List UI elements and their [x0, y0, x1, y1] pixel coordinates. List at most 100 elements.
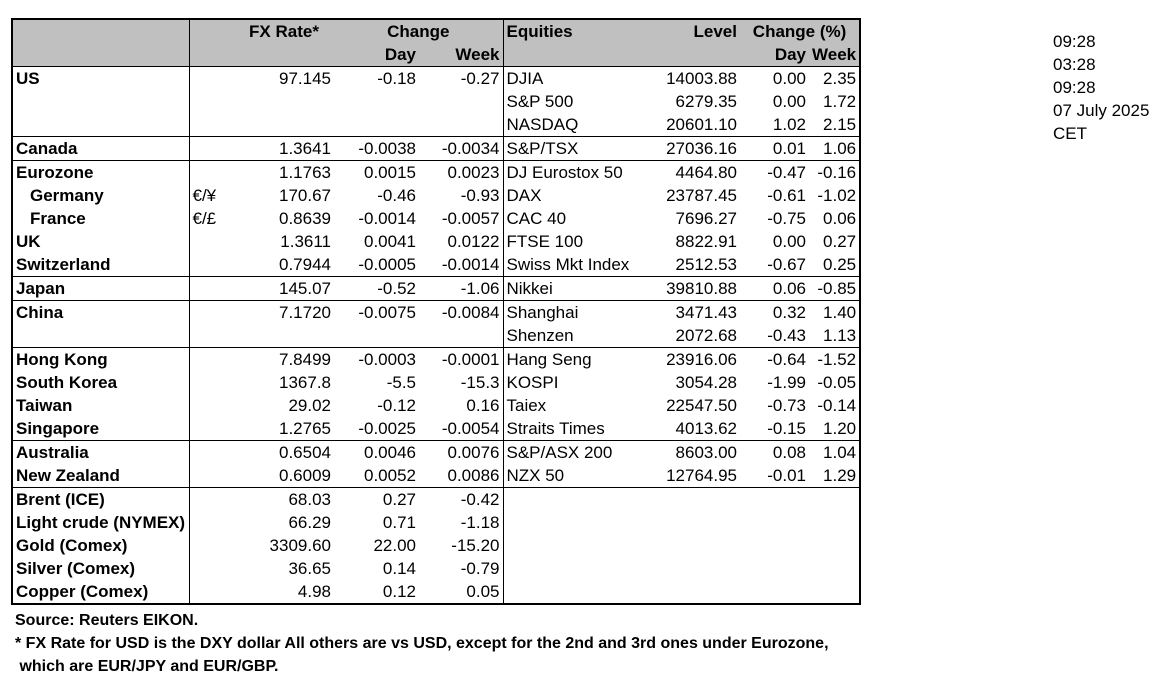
table-row: China 7.1720 -0.0075 -0.0084 Shanghai 3471.43…: [12, 300, 861, 324]
fx-rate-cell: 0.7944: [279, 255, 331, 274]
fx-week-change-cell: -0.27: [460, 69, 500, 88]
equity-day-change-cell: -0.15: [767, 419, 806, 438]
fx-week-change-cell: -15.20: [451, 536, 500, 555]
timezone: CET: [1053, 124, 1087, 143]
fx-week-header: Week: [419, 43, 503, 67]
fx-rate-cell: 29.02: [288, 396, 331, 415]
fx-day-change-cell: -0.52: [334, 276, 419, 301]
table-row: Silver (Comex) 36.65 0.14 -0.79: [12, 557, 860, 580]
fx-week-change-cell: 0.0122: [447, 232, 500, 251]
equity-index-name: KOSPI: [502, 371, 644, 394]
currency-pair-symbol: [188, 230, 234, 253]
equity-day-change-cell: 0.01: [740, 136, 809, 161]
equity-index-name: S&P/ASX 200: [502, 440, 644, 464]
timestamp: 03:28: [1053, 55, 1096, 74]
equity-week-change-cell: -1.52: [809, 347, 861, 371]
currency-pair-symbol: [188, 534, 234, 557]
equity-level-cell: 12764.95: [666, 466, 737, 485]
level-header: Level: [644, 19, 740, 43]
footnote-line-2: which are EUR/JPY and EUR/GBP.: [15, 658, 279, 675]
row-label: [12, 90, 189, 113]
timestamps: 09:28 03:28 09:28 07 July 2025 CET: [1053, 30, 1149, 145]
currency-pair-symbol: €/£: [188, 207, 234, 230]
equity-day-change-cell: -0.73: [767, 396, 806, 415]
fx-day-change-cell: -0.18: [377, 69, 416, 88]
fx-week-change-cell: 0.05: [466, 582, 500, 601]
currency-pair-symbol: [188, 90, 234, 113]
equity-level-cell: 3054.28: [675, 373, 737, 392]
equity-day-change-cell: -0.64: [740, 347, 809, 371]
equity-index-name: Nikkei: [502, 276, 644, 301]
header-row-2: Day Week Day Week: [12, 43, 861, 67]
equity-index-name: CAC 40: [502, 207, 644, 230]
equity-level-cell: [644, 487, 740, 511]
table-row: Taiwan 29.02 -0.12 0.16 Taiex 22547.50 -0.73 -0…: [12, 394, 860, 417]
fx-day-change-cell: 0.27: [334, 487, 419, 511]
equity-day-change-cell: -0.75: [767, 209, 806, 228]
fx-day-change-cell: -0.0014: [358, 209, 416, 228]
currency-pair-symbol: [188, 300, 234, 324]
equity-index-name: [502, 534, 644, 557]
equity-index-name: Shenzen: [502, 324, 644, 348]
fx-day-header: Day: [334, 43, 419, 67]
table-row: Brent (ICE) 68.03 0.27 -0.42: [12, 487, 861, 511]
equity-week-change-cell: 1.04: [809, 440, 861, 464]
fx-rate-header: FX Rate*: [234, 19, 334, 43]
currency-pair-symbol: [188, 394, 234, 417]
fx-week-change-cell: -1.18: [460, 513, 500, 532]
equity-day-change-cell: 1.02: [772, 115, 806, 134]
fx-rate-cell: 1367.8: [279, 373, 331, 392]
row-label: [12, 324, 189, 348]
equity-level-cell: 2072.68: [675, 326, 737, 345]
table-row: Hong Kong 7.8499 -0.0003 -0.0001 Hang Seng 23…: [12, 347, 861, 371]
table-row: Canada 1.3641 -0.0038 -0.0034 S&P/TSX 27036.1…: [12, 136, 861, 161]
equity-index-name: [502, 511, 644, 534]
fx-rate-cell: [234, 90, 334, 113]
equity-day-change-cell: -0.61: [767, 186, 806, 205]
currency-pair-symbol: [188, 440, 234, 464]
footnote-line-1: * FX Rate for USD is the DXY dollar All …: [15, 635, 829, 652]
equity-day-change-cell: -0.01: [767, 466, 806, 485]
table-row: Light crude (NYMEX) 66.29 0.71 -1.18: [12, 511, 860, 534]
currency-pair-symbol: [188, 557, 234, 580]
equity-day-change-cell: 0.32: [740, 300, 809, 324]
equity-week-change-cell: 1.29: [823, 466, 857, 485]
table-row: Singapore 1.2765 -0.0025 -0.0054 Straits Tim…: [12, 417, 860, 441]
row-label: China: [12, 300, 189, 324]
currency-pair-symbol: €/¥: [188, 184, 234, 207]
fx-week-change-cell: 0.0086: [447, 466, 500, 485]
equity-week-change-cell: 0.06: [823, 209, 857, 228]
fx-week-change-cell: -0.0084: [419, 300, 503, 324]
equity-level-cell: 20601.10: [666, 115, 737, 134]
fx-week-change-cell: -0.0001: [419, 347, 503, 371]
fx-week-change-cell: [419, 90, 503, 113]
currency-pair-symbol: [188, 253, 234, 277]
equity-index-name: DJ Eurostox 50: [502, 160, 644, 184]
row-label: Copper (Comex): [16, 582, 149, 601]
change-pct-header: Change (%): [740, 19, 861, 43]
table-row: NASDAQ 20601.10 1.02 2.15: [12, 113, 860, 137]
equity-week-change-cell: [809, 557, 860, 580]
market-data-table: FX Rate* Change Equities Level Change (%…: [11, 18, 862, 605]
equity-index-name: DAX: [502, 184, 644, 207]
fx-week-change-cell: [419, 113, 503, 137]
currency-pair-symbol: [188, 464, 234, 488]
fx-rate-cell: 0.6009: [279, 466, 331, 485]
fx-rate-cell: 145.07: [234, 276, 334, 301]
fx-week-change-cell: -1.06: [419, 276, 503, 301]
equity-level-cell: [644, 511, 740, 534]
currency-pair-symbol: [188, 580, 234, 604]
equity-level-cell: 27036.16: [644, 136, 740, 161]
row-label: Silver (Comex): [16, 559, 136, 578]
row-label: France: [30, 209, 86, 228]
equity-day-change-cell: -0.47: [740, 160, 809, 184]
row-label: Canada: [12, 136, 189, 161]
fx-rate-cell: 7.8499: [234, 347, 334, 371]
table-row: UK 1.3611 0.0041 0.0122 FTSE 100 8822.91 0.00 0…: [12, 230, 860, 253]
fx-rate-cell: 4.98: [297, 582, 331, 601]
fx-rate-cell: [234, 113, 334, 137]
equities-header: Equities: [502, 19, 644, 43]
equity-week-change-cell: -0.85: [809, 276, 861, 301]
currency-pair-symbol: [188, 160, 234, 184]
fx-week-change-cell: -0.0054: [441, 419, 500, 438]
